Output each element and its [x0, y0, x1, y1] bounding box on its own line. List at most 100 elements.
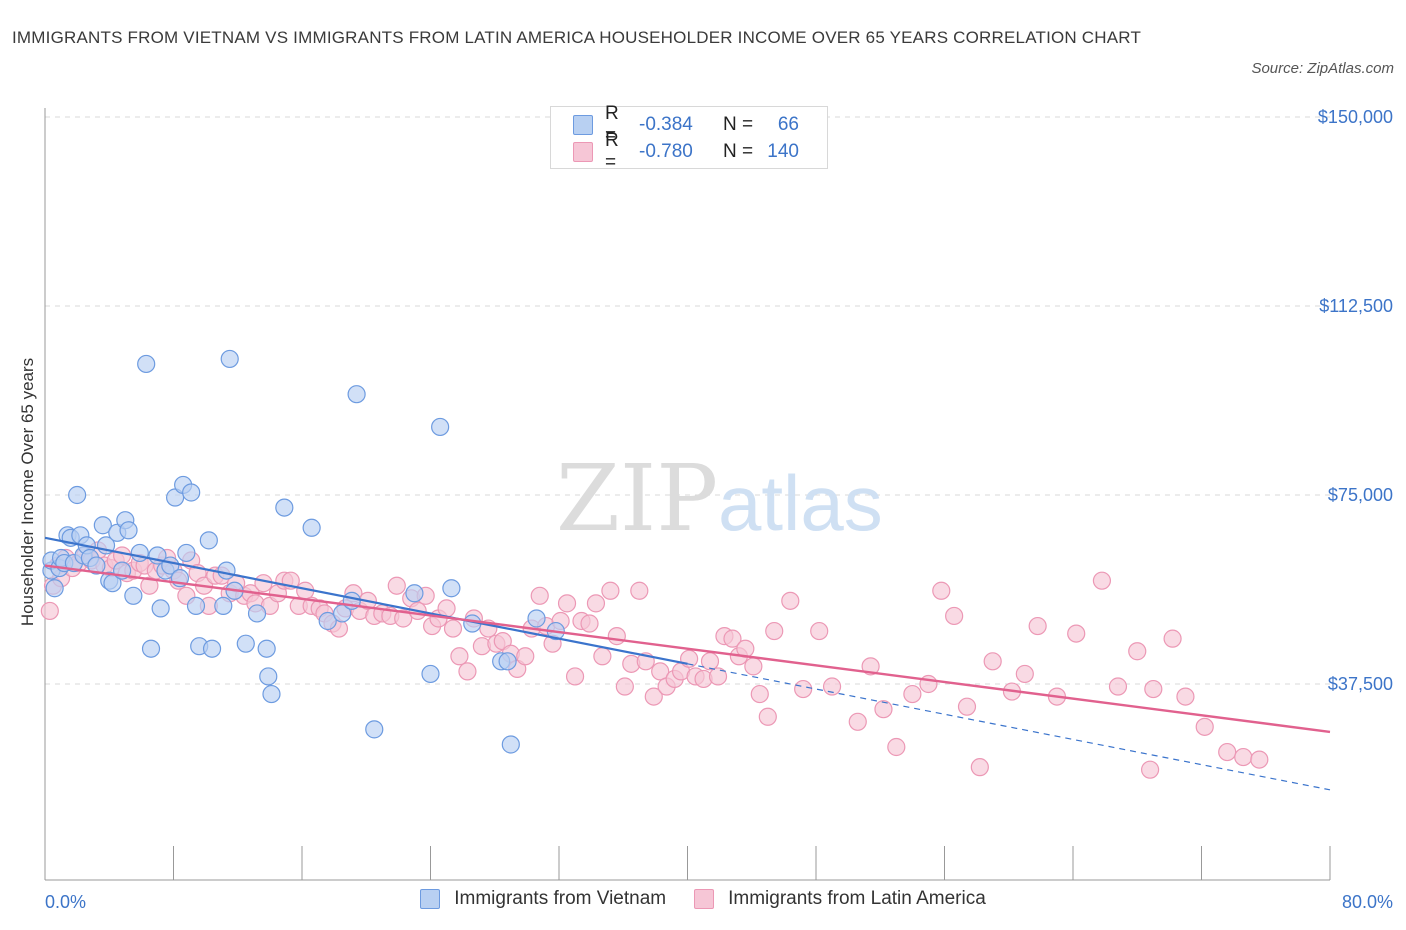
- y-tick-labels: $37,500 $75,000 $112,500 $150,000: [1318, 107, 1393, 694]
- latam-point: [765, 621, 784, 641]
- latam-point: [781, 591, 800, 610]
- latam-point: [1176, 687, 1195, 706]
- latam-legend-swatch: [694, 889, 715, 909]
- latam-point: [1195, 717, 1214, 736]
- vietnam-point: [141, 639, 161, 658]
- vietnam-point: [68, 485, 87, 505]
- axes: [44, 108, 1331, 881]
- vietnam-point: [501, 735, 520, 754]
- vietnam-point: [199, 531, 218, 550]
- latam-point: [394, 609, 413, 628]
- y-tick-label: $75,000: [1328, 485, 1393, 505]
- stats-legend: R = -0.384 N = 66 R = -0.780 N = 140: [550, 103, 828, 173]
- y-tick-label: $112,500: [1319, 296, 1393, 316]
- y-tick-label: $150,000: [1318, 107, 1393, 127]
- vietnam-point: [262, 684, 281, 704]
- vietnam-point: [318, 611, 337, 631]
- latam-point: [530, 586, 549, 605]
- vietnam-point: [124, 586, 143, 605]
- latam-point: [557, 594, 577, 613]
- vietnam-point: [498, 652, 517, 671]
- vietnam-point: [421, 664, 440, 684]
- latam-point: [903, 684, 922, 704]
- legend-label-latam: Immigrants from Latin America: [728, 888, 986, 909]
- x-tick-label: 80.0%: [1342, 892, 1393, 912]
- latam-point: [1140, 760, 1160, 779]
- latam-point: [580, 614, 599, 633]
- x-tick-label: 0.0%: [45, 892, 86, 912]
- latam-point: [822, 677, 842, 696]
- latam-point: [1144, 679, 1163, 699]
- latam-point: [1163, 629, 1182, 648]
- latam-point: [708, 667, 728, 686]
- latam-point: [112, 546, 132, 565]
- vietnam-point: [214, 596, 233, 615]
- vietnam-point: [119, 521, 138, 540]
- latam-point: [861, 657, 880, 676]
- vietnam-point: [130, 543, 149, 563]
- watermark: ZIP atlas: [556, 445, 883, 552]
- legend-row-latam: R = -0.780 N = 140: [573, 130, 799, 173]
- latam-point: [601, 581, 620, 600]
- legend-r-label: R =: [605, 103, 619, 146]
- vietnam-legend-swatch: [420, 889, 441, 909]
- vietnam-trendline: [44, 536, 688, 665]
- latam-point: [983, 652, 1002, 671]
- vietnam-point: [259, 667, 278, 686]
- latam-point: [593, 647, 612, 666]
- vietnam-point: [137, 354, 156, 374]
- latam-point: [387, 576, 406, 595]
- vietnam-point: [347, 385, 366, 404]
- vietnam-point: [365, 720, 384, 739]
- latam-point: [450, 647, 469, 666]
- legend-row-vietnam: R = -0.384 N = 66: [573, 103, 799, 146]
- latam-point: [874, 700, 893, 719]
- latam-point: [887, 737, 906, 757]
- vietnam-point: [45, 579, 64, 598]
- latam-point: [945, 606, 964, 626]
- latam-point: [644, 687, 663, 706]
- series-legend: Immigrants from Vietnam Immigrants from …: [0, 888, 1406, 910]
- vietnam-point: [442, 579, 461, 598]
- latam-point: [848, 712, 867, 731]
- latam-point: [1108, 677, 1128, 696]
- vietnam-point: [275, 498, 294, 517]
- legend-item-latam[interactable]: Immigrants from Latin America: [694, 888, 986, 910]
- latam-point: [1092, 571, 1112, 590]
- latam-point: [1067, 624, 1086, 643]
- vietnam-point: [186, 596, 206, 615]
- latam-point: [516, 647, 535, 666]
- legend-label-vietnam: Immigrants from Vietnam: [454, 888, 667, 909]
- latam-point: [957, 697, 977, 716]
- legend-r-value: -0.384: [639, 114, 693, 135]
- legend-r-label: R =: [605, 130, 619, 173]
- latam-point: [1015, 664, 1034, 684]
- latam-swatch: [573, 142, 593, 162]
- watermark-atlas: atlas: [718, 459, 883, 547]
- latam-point: [810, 621, 829, 641]
- vietnam-point: [87, 556, 106, 575]
- latam-point: [1128, 642, 1147, 661]
- latam-point: [586, 594, 606, 613]
- latam-point: [458, 662, 477, 681]
- watermark-zip: ZIP: [556, 445, 718, 552]
- latam-point: [744, 657, 763, 676]
- latam-point: [630, 581, 649, 600]
- latam-point: [607, 627, 626, 646]
- legend-n-label: N =: [723, 114, 754, 135]
- source-label: Source: ZipAtlas.com: [1251, 60, 1394, 77]
- legend-n-label: N =: [723, 141, 754, 162]
- latam-point: [758, 707, 777, 726]
- vietnam-point: [182, 483, 201, 502]
- latam-point: [1218, 742, 1237, 762]
- latam-point: [750, 684, 769, 704]
- vietnam-point: [220, 349, 239, 369]
- latam-point: [40, 601, 59, 621]
- x-tick-labels: 0.0% 80.0%: [45, 892, 1393, 912]
- vietnam-point: [302, 518, 321, 537]
- legend-item-vietnam[interactable]: Immigrants from Vietnam: [420, 888, 666, 910]
- latam-point: [1234, 747, 1253, 767]
- latam-point: [651, 662, 670, 681]
- latam-point: [443, 619, 463, 638]
